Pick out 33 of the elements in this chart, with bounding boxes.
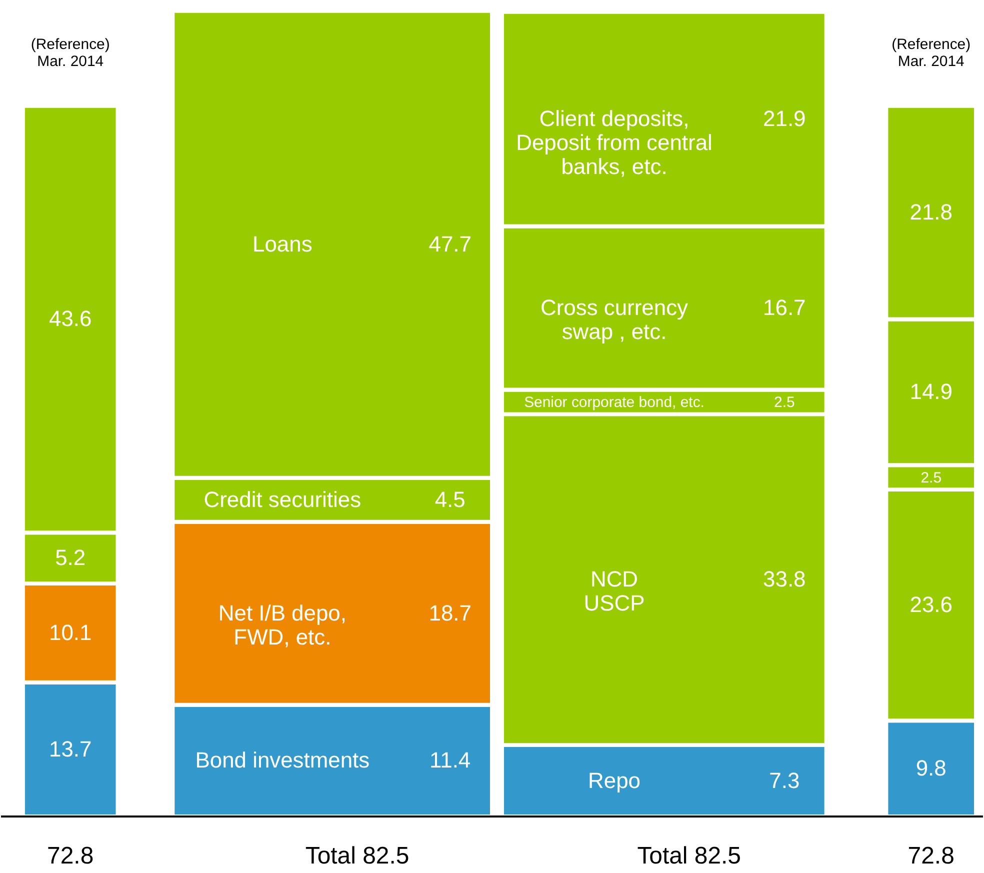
series-label: Client deposits, Deposit from central banks, etc.	[516, 106, 712, 179]
total-label: Total 82.5	[305, 842, 410, 870]
data-label: 9.8	[916, 756, 946, 781]
series-label: Loans	[252, 231, 312, 256]
total-label: 72.8	[47, 842, 94, 870]
series-label: NCD USCP	[584, 566, 645, 616]
total-label: 72.8	[908, 842, 954, 870]
series-label: Repo	[588, 768, 640, 793]
data-label: 23.6	[910, 592, 952, 618]
data-label: 10.1	[49, 620, 92, 645]
series-label: Cross currency swap , etc.	[540, 294, 688, 344]
data-label: 16.7	[763, 294, 806, 320]
data-label: 21.9	[763, 106, 806, 132]
data-label: 47.7	[428, 231, 472, 256]
data-label: 33.8	[763, 566, 806, 592]
series-label: Bond investments	[195, 748, 370, 773]
series-label: Credit securities	[204, 486, 362, 512]
data-label: 5.2	[55, 545, 86, 570]
data-label: 18.7	[428, 600, 472, 626]
data-label: 2.5	[920, 469, 942, 486]
data-label: 2.5	[774, 394, 795, 411]
data-label: 4.5	[434, 486, 466, 512]
series-label: Senior corporate bond, etc.	[524, 394, 704, 411]
data-label: 7.3	[769, 768, 800, 793]
total-label: Total 82.5	[637, 842, 742, 870]
data-label: 13.7	[49, 736, 92, 762]
series-label: Net I/B depo, FWD, etc.	[218, 600, 346, 650]
x-tick-label: (Reference) Mar. 2014	[30, 36, 110, 70]
data-label: 21.8	[910, 200, 952, 225]
data-label: 14.9	[910, 379, 952, 404]
data-label: 43.6	[49, 306, 92, 332]
x-tick-label: (Reference) Mar. 2014	[892, 36, 971, 70]
data-label: 11.4	[430, 748, 471, 773]
